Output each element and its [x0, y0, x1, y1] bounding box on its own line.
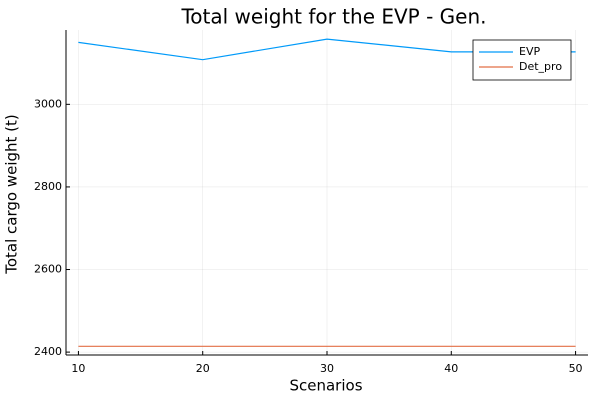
x-tick-label: 10 — [71, 362, 85, 375]
x-tick-label: 40 — [444, 362, 458, 375]
x-tick-label: 20 — [196, 362, 210, 375]
legend: EVP Det_pro — [472, 39, 572, 81]
y-tick-label: 2600 — [34, 263, 62, 276]
ticks: 10 20 30 40 50 2400 2600 2800 3000 — [34, 97, 583, 375]
legend-label-evp: EVP — [519, 45, 540, 58]
chart-title: Total weight for the EVP - Gen. — [180, 5, 486, 29]
x-axis-label: Scenarios — [289, 377, 362, 395]
legend-label-det-pro: Det_pro — [519, 60, 562, 73]
x-tick-label: 30 — [320, 362, 334, 375]
x-tick-label: 50 — [569, 362, 583, 375]
y-tick-label: 2400 — [34, 345, 62, 358]
legend-box — [472, 39, 572, 81]
y-axis-label: Total cargo weight (t) — [3, 114, 21, 275]
y-tick-label: 2800 — [34, 180, 62, 193]
y-tick-label: 3000 — [34, 97, 62, 110]
